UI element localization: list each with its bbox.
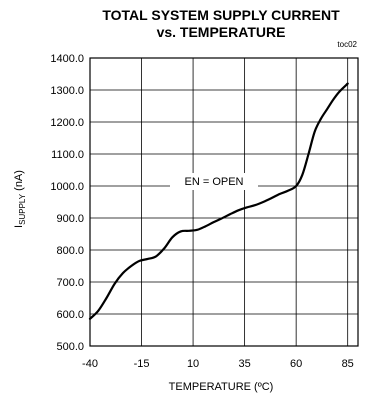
y-axis-label-main: I [13, 225, 25, 228]
y-axis-label: ISUPPLY (nA) [13, 170, 27, 228]
y-tick-label: 700.0 [56, 277, 84, 289]
y-axis-label-unit: (nA) [13, 170, 25, 194]
annotation-background [170, 173, 258, 190]
x-axis-label: TEMPERATURE (ºC) [169, 381, 274, 393]
y-tick-label: 500.0 [56, 341, 84, 353]
grid [89, 57, 358, 347]
x-tick-label: -40 [82, 358, 98, 370]
x-tick-label: 60 [290, 358, 302, 370]
supply-current-line [88, 82, 349, 320]
y-tick-label: 1400.0 [50, 53, 84, 65]
x-tick-label: -15 [134, 358, 150, 370]
y-axis-label-sub: SUPPLY [18, 193, 27, 225]
chart-title: TOTAL SYSTEM SUPPLY CURRENT [102, 7, 340, 23]
figure-id: toc02 [337, 40, 357, 49]
plot-frame [89, 57, 359, 347]
y-tick-labels: 500.0 600.0 700.0 800.0 900.0 1000.0 1100.0 120… [50, 53, 84, 353]
annotation-en-open: EN = OPEN [185, 176, 244, 188]
y-tick-label: 1000.0 [50, 181, 84, 193]
y-tick-label: 600.0 [56, 309, 84, 321]
y-tick-label: 1300.0 [50, 85, 84, 97]
x-tick-label: 35 [238, 358, 250, 370]
y-tick-label: 1200.0 [50, 117, 84, 129]
x-tick-label: 85 [342, 358, 354, 370]
x-tick-labels: -40 -15 10 35 60 85 [82, 358, 354, 370]
chart-subtitle: vs. TEMPERATURE [157, 24, 286, 40]
y-tick-label: 800.0 [56, 245, 84, 257]
x-tick-label: 10 [187, 358, 199, 370]
y-tick-label: 1100.0 [51, 149, 84, 161]
y-tick-label: 900.0 [56, 213, 84, 225]
